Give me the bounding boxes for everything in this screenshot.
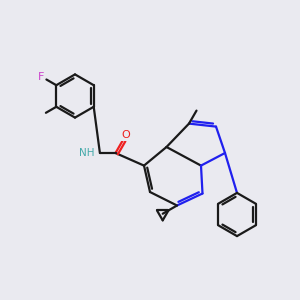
Text: O: O: [121, 130, 130, 140]
Text: NH: NH: [79, 148, 94, 158]
Text: F: F: [38, 71, 44, 82]
